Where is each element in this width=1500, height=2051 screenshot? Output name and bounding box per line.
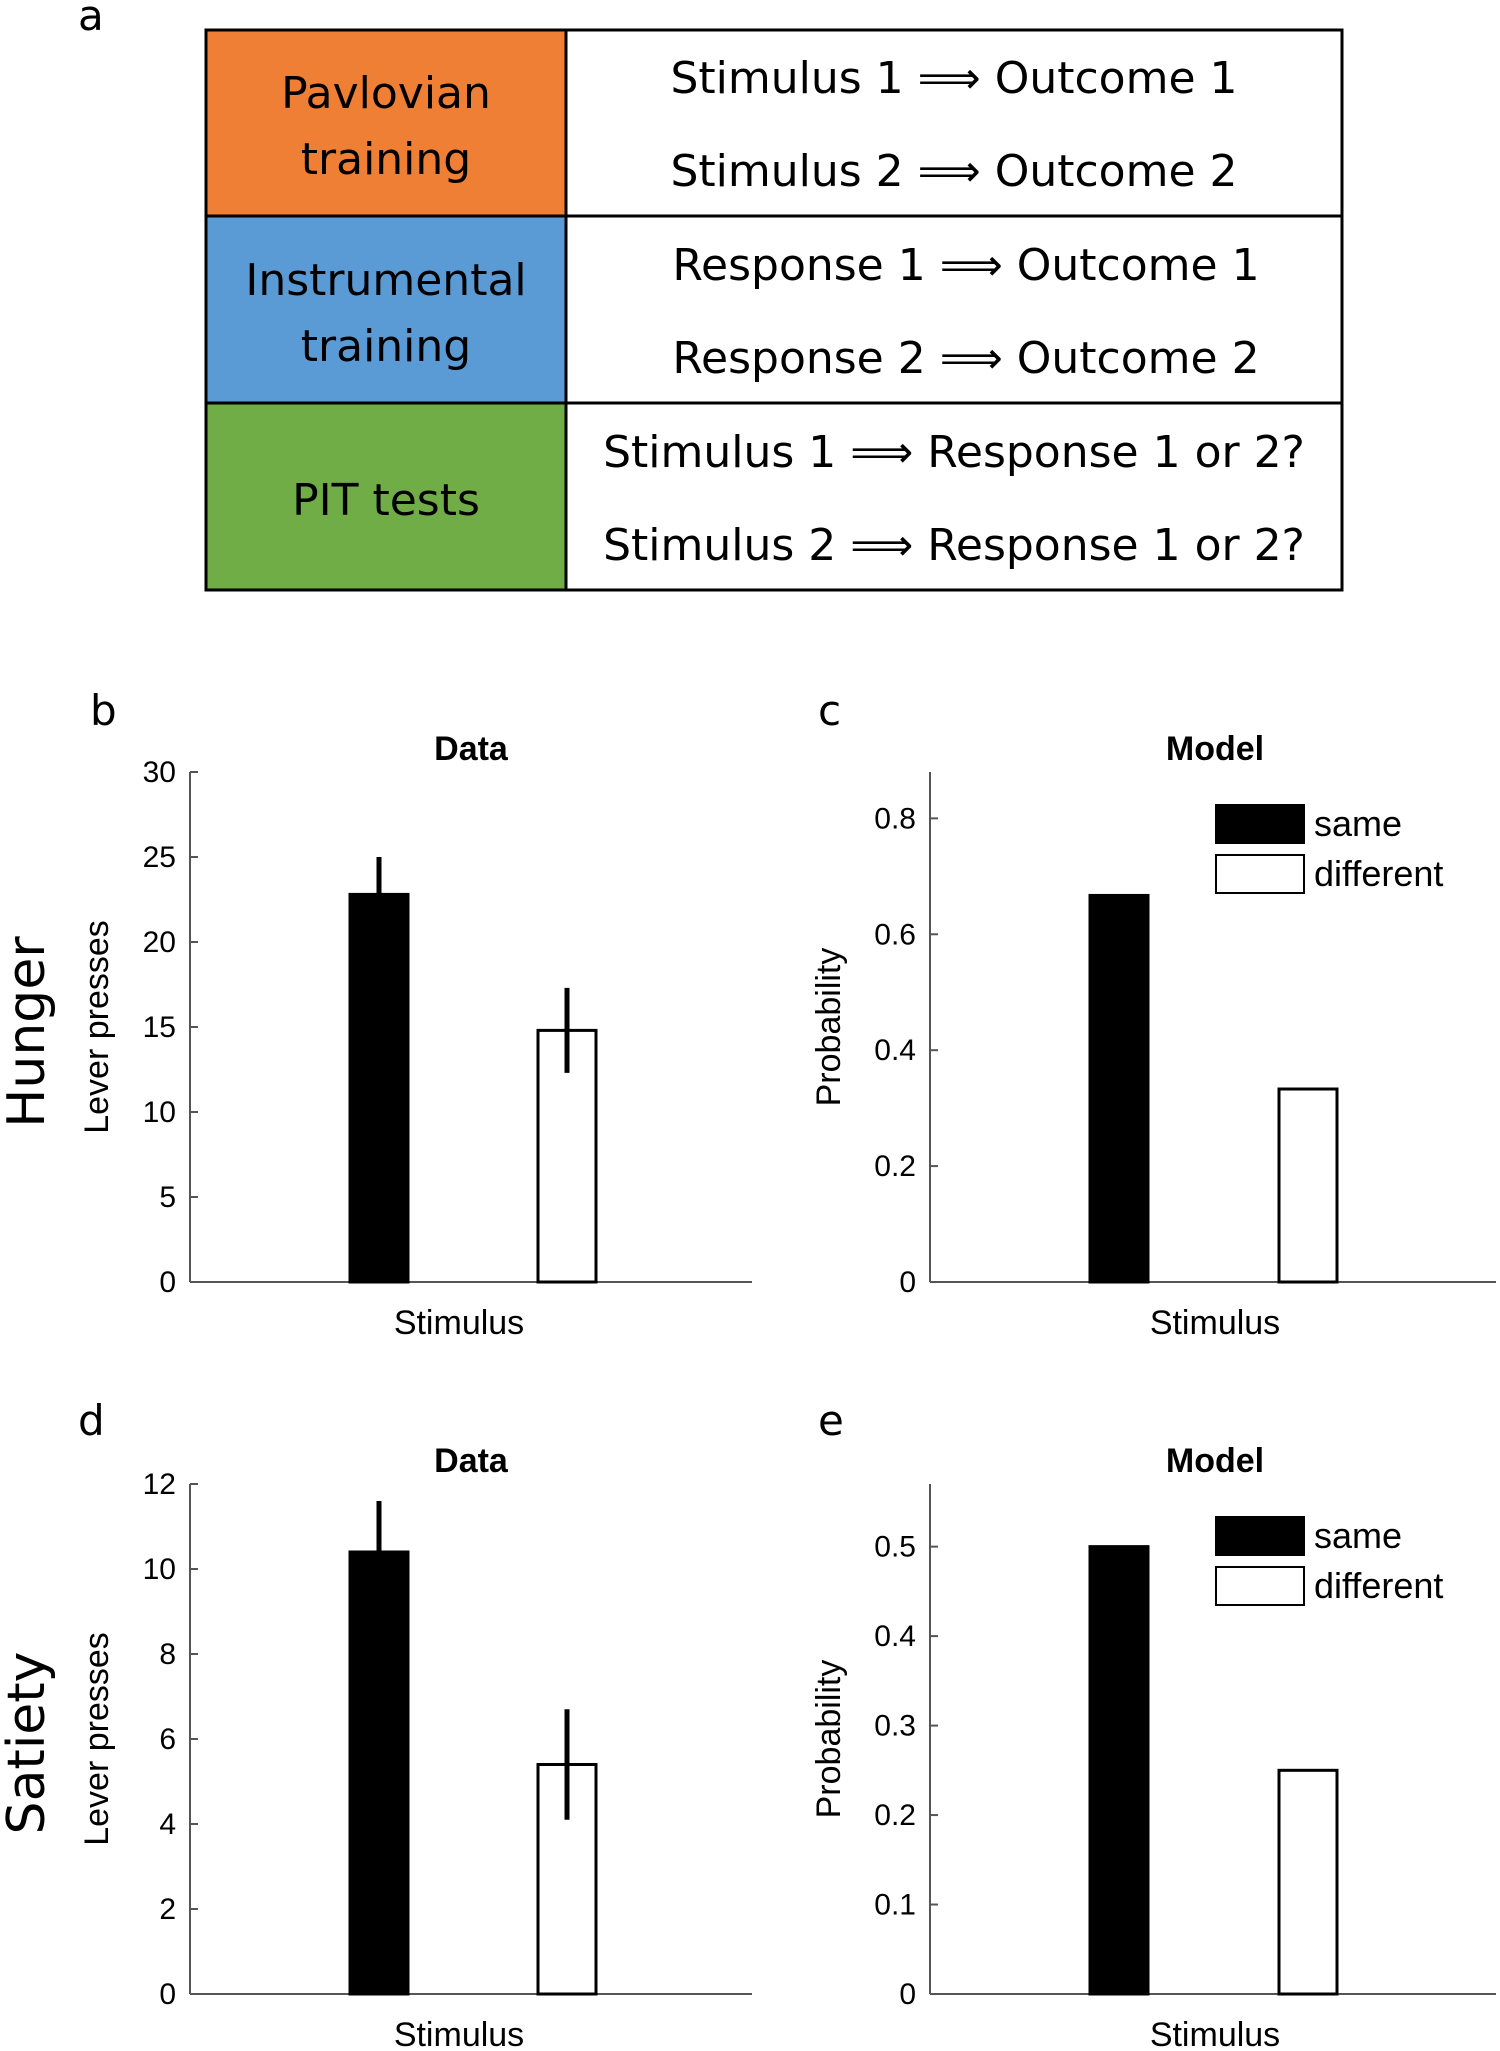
design-table: Pavlovian training Stimulus 1 ⟹ Outcome …: [204, 28, 1344, 592]
pit-contingency-1: Stimulus 1 ⟹ Response 1 or 2?: [603, 427, 1305, 478]
y-axis-label-c: Probability: [810, 948, 848, 1107]
pit-cell: [204, 401, 568, 592]
instrumental-contingency-2: Response 2 ⟹ Outcome 2: [672, 333, 1259, 384]
y-tick-label-d-0: 0: [159, 1978, 176, 2011]
pavlovian-cell: [204, 28, 568, 218]
chart-title-d: Data: [434, 1442, 509, 1480]
panel-label-b: b: [90, 686, 117, 735]
y-axis-label-e: Probability: [810, 1660, 848, 1819]
y-tick-label-c-3: 0.6: [874, 918, 916, 951]
row-label-satiety: Satiety: [0, 1652, 57, 1835]
bar-e-same: [1088, 1545, 1150, 1996]
x-axis-label-c: Stimulus: [1150, 1304, 1280, 1342]
y-axis-label-b: Lever presses: [78, 920, 116, 1134]
y-tick-label-e-3: 0.3: [874, 1710, 916, 1743]
y-tick-label-e-4: 0.4: [874, 1620, 916, 1653]
y-tick-label-b-5: 25: [143, 841, 176, 874]
chart-title-b: Data: [434, 730, 509, 768]
x-axis-label-b: Stimulus: [394, 1304, 524, 1342]
instrumental-label-line2: training: [301, 321, 471, 372]
pit-contingency-cell: [564, 401, 1344, 592]
x-axis-label-d: Stimulus: [394, 2016, 524, 2051]
panel-label-d: d: [78, 1396, 105, 1445]
y-tick-label-b-3: 15: [143, 1011, 176, 1044]
y-tick-label-c-1: 0.2: [874, 1150, 916, 1183]
legend-swatch-different-e: [1215, 1566, 1305, 1606]
y-tick-label-b-2: 10: [143, 1096, 176, 1129]
bar-c-different: [1277, 1087, 1339, 1284]
y-tick-label-b-4: 20: [143, 926, 176, 959]
panel-label-e: e: [818, 1396, 844, 1445]
bar-c-same: [1088, 893, 1150, 1284]
legend-swatch-different-c: [1215, 854, 1305, 894]
pit-label: PIT tests: [292, 475, 480, 526]
legend-swatch-same-c: [1215, 804, 1305, 844]
legend-label-same-e: same: [1314, 1515, 1402, 1556]
bar-b-same: [348, 892, 410, 1284]
y-axis-label-d: Lever presses: [78, 1632, 116, 1846]
instrumental-cell: [204, 214, 568, 405]
bar-d-same: [348, 1550, 410, 1996]
panel-label-a: a: [78, 0, 104, 40]
pavlovian-label-line1: Pavlovian: [281, 68, 491, 119]
chart-c-hunger-model: c Model 0 0.2 0.4 0.6 0.8 Probability Stimulus sa…: [810, 686, 1496, 1342]
y-tick-label-c-2: 0.4: [874, 1034, 916, 1067]
instrumental-contingency-1: Response 1 ⟹ Outcome 1: [672, 240, 1259, 291]
row-label-hunger: Hunger: [0, 936, 57, 1128]
y-tick-label-b-0: 0: [159, 1266, 176, 1299]
x-axis-label-e: Stimulus: [1150, 2016, 1280, 2051]
pavlovian-label-line2: training: [301, 134, 471, 185]
y-tick-label-d-5: 10: [143, 1553, 176, 1586]
bar-e-different: [1277, 1768, 1339, 1996]
y-tick-label-e-2: 0.2: [874, 1799, 916, 1832]
pit-contingency-2: Stimulus 2 ⟹ Response 1 or 2?: [603, 520, 1305, 571]
y-tick-label-d-3: 6: [159, 1723, 176, 1756]
chart-title-c: Model: [1166, 730, 1264, 768]
y-tick-label-d-4: 8: [159, 1638, 176, 1671]
panel-label-c: c: [818, 686, 841, 735]
y-tick-label-d-6: 12: [143, 1468, 176, 1501]
chart-b-hunger-data: b Data 0 5 10 15 20 25 30 Lever presses Stimulus: [78, 686, 752, 1342]
y-tick-label-c-4: 0.8: [874, 802, 916, 835]
instrumental-label-line1: Instrumental: [245, 255, 526, 306]
y-tick-label-b-6: 30: [143, 756, 176, 789]
y-tick-label-b-1: 5: [159, 1181, 176, 1214]
chart-e-satiety-model: e Model 0 0.1 0.2 0.3 0.4 0.5 Probability Stimulu…: [810, 1396, 1496, 2051]
chart-d-satiety-data: d Data 0 2 4 6 8 10 12 Lever presses Stimulus: [78, 1396, 752, 2051]
legend-label-different-e: different: [1314, 1565, 1443, 1606]
y-tick-label-e-0: 0: [899, 1978, 916, 2011]
pavlovian-contingency-1: Stimulus 1 ⟹ Outcome 1: [670, 53, 1237, 104]
pavlovian-contingency-cell: [564, 28, 1344, 218]
legend-label-same-c: same: [1314, 803, 1402, 844]
instrumental-contingency-cell: [564, 214, 1344, 405]
y-tick-label-c-0: 0: [899, 1266, 916, 1299]
legend-swatch-same-e: [1215, 1516, 1305, 1556]
chart-title-e: Model: [1166, 1442, 1264, 1480]
y-tick-label-e-1: 0.1: [874, 1889, 916, 1922]
y-tick-label-d-2: 4: [159, 1808, 176, 1841]
legend-label-different-c: different: [1314, 853, 1443, 894]
y-tick-label-e-5: 0.5: [874, 1531, 916, 1564]
pavlovian-contingency-2: Stimulus 2 ⟹ Outcome 2: [670, 146, 1237, 197]
y-tick-label-d-1: 2: [159, 1893, 176, 1926]
